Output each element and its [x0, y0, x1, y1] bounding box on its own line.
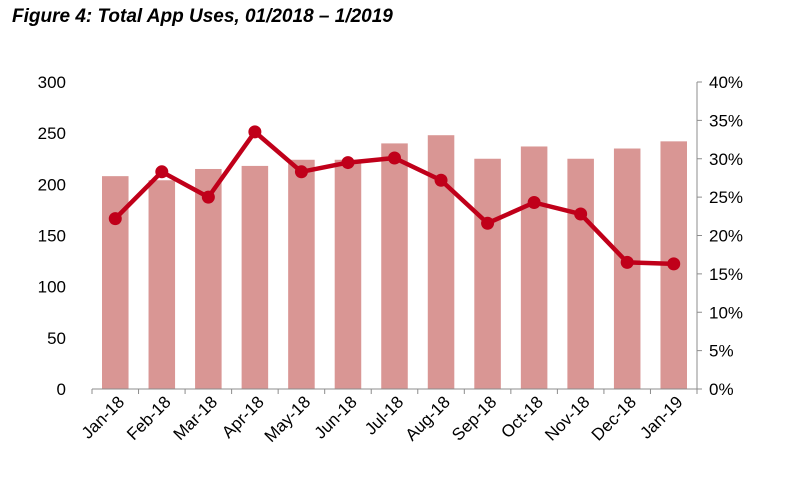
x-tick-label: Aug-18 — [402, 392, 454, 444]
line-point-Nov-18 — [574, 207, 588, 221]
line-point-Feb-18 — [155, 165, 169, 179]
bar-May-18 — [288, 159, 315, 389]
bar-Sep-18 — [474, 158, 501, 389]
x-tick-label: Jul-18 — [361, 392, 407, 438]
line-series — [108, 125, 681, 271]
right-tick-label: 5% — [709, 342, 734, 361]
right-tick-label: 15% — [709, 265, 743, 284]
x-tick-label: Jan-18 — [78, 392, 128, 442]
line-point-Jan-18 — [108, 212, 122, 226]
right-tick-label: 40% — [709, 73, 743, 92]
left-tick-label: 250 — [38, 124, 66, 143]
line-point-Sep-18 — [481, 216, 495, 230]
left-tick-label: 150 — [38, 227, 66, 246]
line-point-Apr-18 — [248, 125, 262, 139]
line-point-Aug-18 — [434, 173, 448, 187]
bar-Jul-18 — [381, 143, 408, 389]
right-tick-label: 30% — [709, 150, 743, 169]
line-point-Jul-18 — [388, 151, 401, 165]
x-tick-label: Sep-18 — [448, 392, 500, 444]
left-tick-label: 300 — [38, 73, 66, 92]
line-point-Dec-18 — [620, 255, 634, 269]
bar-Jun-18 — [334, 159, 362, 389]
bar-Mar-18 — [195, 168, 222, 389]
right-axis-ticks: 0% 5% 10% 15% 20% 25% 30% 35% 40% — [709, 73, 743, 399]
bar-Feb-18 — [148, 180, 176, 389]
right-tick-label: 0% — [709, 380, 734, 399]
line-point-May-18 — [294, 165, 308, 179]
x-tick-label: May-18 — [261, 392, 315, 446]
bar-series — [102, 135, 687, 389]
x-tick-label: Feb-18 — [123, 392, 175, 444]
left-tick-label: 100 — [38, 278, 66, 297]
line-point-Oct-18 — [527, 196, 541, 209]
right-tick-label: 25% — [709, 188, 743, 207]
x-tick-label: Jan-19 — [636, 392, 686, 442]
right-tick-label: 20% — [709, 227, 743, 246]
line-point-Jan-19 — [667, 257, 681, 271]
bar-Oct-18 — [520, 146, 548, 389]
x-tick-label: Dec-18 — [588, 392, 640, 444]
left-axis-ticks: 0 50 100 150 200 250 300 — [38, 73, 66, 399]
bar-Aug-18 — [427, 135, 455, 389]
axes — [91, 81, 702, 394]
chart-title: Figure 4: Total App Uses, 01/2018 – 1/20… — [12, 6, 393, 27]
x-tick-label: Jun-18 — [311, 392, 361, 442]
bar-Apr-18 — [241, 165, 269, 389]
right-tick-label: 35% — [709, 111, 743, 130]
left-tick-label: 200 — [38, 175, 66, 194]
x-tick-label: Nov-18 — [541, 392, 593, 444]
line-point-Mar-18 — [201, 190, 215, 204]
left-tick-label: 50 — [47, 329, 66, 348]
x-tick-label: Oct-18 — [497, 392, 547, 442]
x-tick-label: Apr-18 — [218, 392, 268, 442]
line-point-Jun-18 — [341, 156, 355, 170]
left-tick-label: 0 — [57, 380, 66, 399]
right-tick-label: 10% — [709, 303, 743, 322]
bar-Nov-18 — [567, 158, 594, 389]
x-tick-label: Mar-18 — [170, 392, 222, 444]
